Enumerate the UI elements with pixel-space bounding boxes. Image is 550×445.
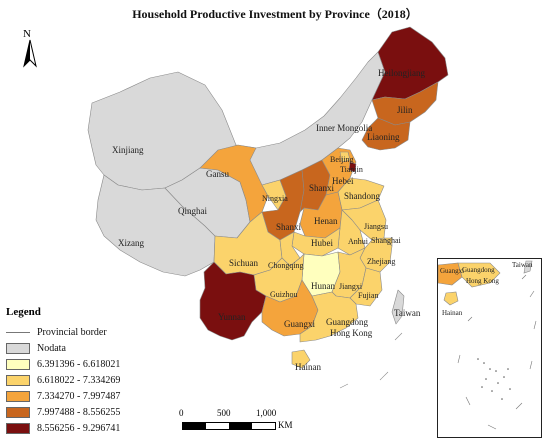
legend-item-border: Provincial border xyxy=(6,324,166,340)
class-4-swatch xyxy=(6,406,30,418)
province-xizang xyxy=(95,174,216,277)
label-qinghai: Qinghai xyxy=(178,206,207,216)
label-shaanxi: Shanxi xyxy=(276,222,302,232)
legend-item-class-4: 7.997488 - 8.556255 xyxy=(6,404,166,420)
legend-label-class-2: 6.618022 - 7.334269 xyxy=(37,374,121,386)
legend-item-class-5: 8.556256 - 9.296741 xyxy=(6,420,166,436)
inset-map: Guangxi Guangdong Hong Kong Taiwan Haina… xyxy=(438,260,537,430)
label-anhui: Anhui xyxy=(348,237,369,246)
label-jiangxi: Jiangxi xyxy=(339,282,363,291)
label-beijing: Beijing xyxy=(330,155,354,164)
label-shanxi: Shanxi xyxy=(309,183,335,193)
label-fujian: Fujian xyxy=(358,291,378,300)
label-xizang: Xizang xyxy=(118,238,144,248)
border-line-swatch xyxy=(6,331,30,333)
label-hubei: Hubei xyxy=(311,238,333,248)
label-shanghai: Shanghai xyxy=(371,236,402,245)
label-jilin: Jilin xyxy=(397,105,413,115)
province-guangdong xyxy=(299,291,359,343)
province-anhui xyxy=(337,209,366,256)
north-label: N xyxy=(23,28,31,40)
north-arrow-icon: N xyxy=(23,28,37,68)
province-hainan xyxy=(291,349,311,369)
legend-item-class-2: 6.618022 - 7.334269 xyxy=(6,372,166,388)
legend-label-class-4: 7.997488 - 8.556255 xyxy=(37,406,121,418)
province-liaoning xyxy=(361,117,411,151)
legend-label-border: Provincial border xyxy=(37,326,107,338)
label-chongqing: Chongqing xyxy=(268,261,304,270)
legend-item-nodata: Nodata xyxy=(6,340,166,356)
province-tianjin xyxy=(348,161,357,173)
label-zhejiang: Zhejiang xyxy=(367,257,395,266)
class-2-swatch xyxy=(6,374,30,386)
province-hubei xyxy=(291,227,341,257)
south-sea-dashes xyxy=(339,332,403,389)
inset-label-guangxi: Guangxi xyxy=(440,267,464,275)
label-gansu: Gansu xyxy=(206,169,229,179)
inset-taiwan xyxy=(523,260,533,274)
label-xinjiang: Xinjiang xyxy=(112,145,144,155)
scale-bar: 0 500 1,000 KM xyxy=(170,408,300,438)
inset-label-hainan: Hainan xyxy=(442,309,463,317)
label-hebei: Hebei xyxy=(332,176,354,186)
scale-bar-graphic xyxy=(182,422,276,430)
inset-label-hongkong: Hong Kong xyxy=(466,277,499,285)
label-heilongjiang: Heilongjiang xyxy=(378,68,425,78)
inset-hainan xyxy=(443,291,459,306)
legend-label-class-3: 7.334270 - 7.997487 xyxy=(37,390,121,402)
label-hongkong: Hong Kong xyxy=(330,328,373,338)
label-ningxia: Ningxia xyxy=(262,194,288,203)
map-title: Household Productive Investment by Provi… xyxy=(132,7,418,21)
label-tianjin: Tianjin xyxy=(340,165,363,174)
label-henan: Henan xyxy=(314,216,338,226)
inset-label-guangdong: Guangdong xyxy=(462,266,495,274)
label-shandong: Shandong xyxy=(344,191,381,201)
inset-nine-dash-line xyxy=(457,274,537,430)
inset-guangxi xyxy=(438,262,463,286)
inset-islands xyxy=(477,358,511,400)
legend-item-class-1: 6.391396 - 6.618021 xyxy=(6,356,166,372)
scale-unit: KM xyxy=(278,420,293,430)
label-taiwan: Taiwan xyxy=(394,308,421,318)
legend-label-class-1: 6.391396 - 6.618021 xyxy=(37,358,121,370)
province-yunnan xyxy=(199,261,267,341)
legend: Legend Provincial border Nodata 6.391396… xyxy=(6,306,166,436)
label-hainan: Hainan xyxy=(295,362,321,372)
label-jiangsu: Jiangsu xyxy=(364,222,388,231)
inset-guangdong xyxy=(457,262,501,288)
label-guangdong: Guangdong xyxy=(326,317,368,327)
label-yunnan: Yunnan xyxy=(218,312,246,322)
label-inner-mongolia: Inner Mongolia xyxy=(316,123,372,133)
scale-tick-500: 500 xyxy=(217,408,231,418)
province-fujian xyxy=(349,267,383,307)
label-liaoning: Liaoning xyxy=(367,132,400,142)
nodata-swatch xyxy=(6,342,30,354)
province-taiwan xyxy=(391,289,405,325)
label-hunan: Hunan xyxy=(311,281,335,291)
legend-label-nodata: Nodata xyxy=(37,342,66,354)
province-beijing xyxy=(339,151,351,163)
label-guizhou: Guizhou xyxy=(270,290,298,299)
class-3-swatch xyxy=(6,390,30,402)
scale-tick-1000: 1,000 xyxy=(256,408,277,418)
legend-item-class-3: 7.334270 - 7.997487 xyxy=(6,388,166,404)
legend-title: Legend xyxy=(6,306,41,318)
label-guangxi: Guangxi xyxy=(284,319,315,329)
class-1-swatch xyxy=(6,358,30,370)
legend-label-class-5: 8.556256 - 9.296741 xyxy=(37,422,121,434)
south-china-sea-inset: Guangxi Guangdong Hong Kong Taiwan Haina… xyxy=(437,258,542,438)
north-arrow: N xyxy=(18,26,42,72)
class-5-swatch xyxy=(6,422,30,434)
inset-label-taiwan: Taiwan xyxy=(512,261,533,269)
label-sichuan: Sichuan xyxy=(229,258,258,268)
scale-tick-0: 0 xyxy=(179,408,184,418)
